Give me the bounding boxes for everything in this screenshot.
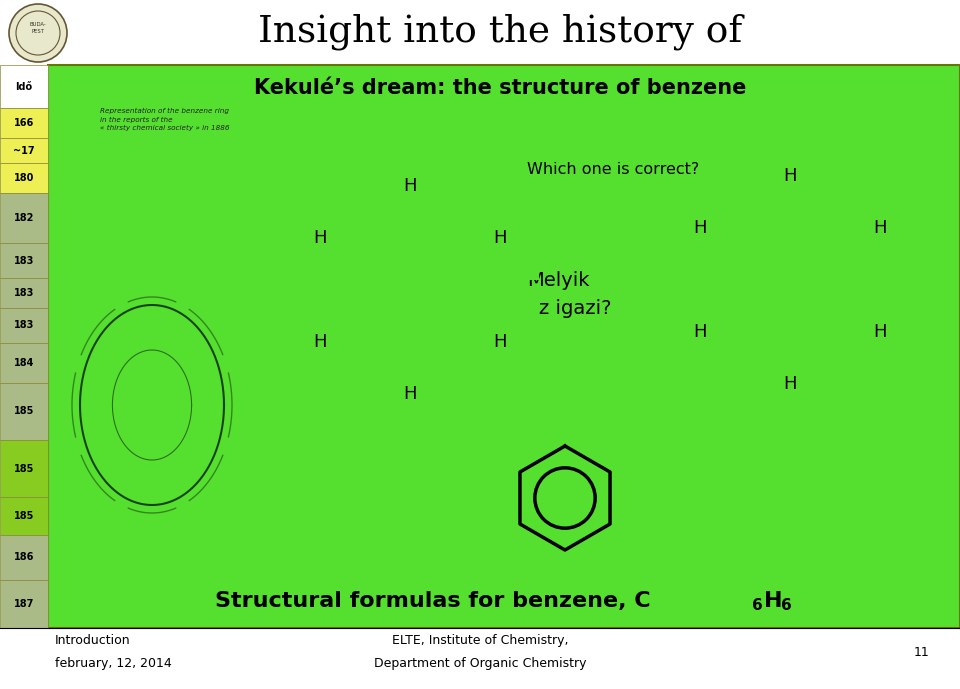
Text: C: C — [783, 199, 796, 217]
Text: H: H — [313, 229, 326, 247]
Text: C: C — [467, 245, 479, 263]
Text: Representation of the benzene ring
in the reports of the
« thirsty chemical soci: Representation of the benzene ring in th… — [100, 108, 229, 132]
Bar — [0, 308, 48, 343]
Text: 185: 185 — [13, 511, 35, 521]
Text: BUDA-
PEST: BUDA- PEST — [30, 23, 46, 34]
Bar — [0, 343, 48, 383]
Text: Structural formulas for benzene, C: Structural formulas for benzene, C — [215, 591, 651, 611]
Bar — [0, 138, 48, 163]
Text: Introduction
february, 12, 2014: Introduction february, 12, 2014 — [55, 634, 172, 670]
Text: H: H — [403, 177, 417, 195]
Text: 183: 183 — [13, 288, 35, 298]
Text: Which one is correct?: Which one is correct? — [527, 163, 699, 178]
Text: Insight into the history of: Insight into the history of — [258, 14, 742, 50]
Text: H: H — [403, 385, 417, 403]
Text: H: H — [493, 229, 507, 247]
Text: C: C — [467, 317, 479, 335]
Text: C: C — [783, 343, 796, 361]
Text: H: H — [874, 219, 887, 237]
Text: H: H — [493, 333, 507, 351]
Text: H: H — [693, 219, 707, 237]
Text: C: C — [846, 307, 858, 325]
Text: C: C — [404, 209, 417, 227]
Text: H: H — [783, 375, 797, 393]
Text: 183: 183 — [13, 320, 35, 331]
Text: H: H — [313, 333, 326, 351]
Text: C: C — [846, 235, 858, 253]
Text: 6: 6 — [752, 599, 763, 613]
Bar — [0, 278, 48, 308]
Text: H: H — [693, 323, 707, 341]
Text: Melyik
az igazi?: Melyik az igazi? — [527, 271, 612, 318]
Text: ELTE, Institute of Chemistry,
Department of Organic Chemistry: ELTE, Institute of Chemistry, Department… — [373, 634, 587, 670]
Bar — [48, 65, 960, 628]
Text: Idő: Idő — [15, 81, 33, 92]
Text: 11: 11 — [914, 646, 930, 659]
Bar — [0, 193, 48, 243]
Text: 166: 166 — [13, 118, 35, 128]
Text: ~17: ~17 — [13, 145, 35, 156]
Text: H: H — [764, 591, 782, 611]
Text: C: C — [721, 307, 733, 325]
Text: H: H — [783, 167, 797, 185]
Bar — [0, 580, 48, 628]
Text: 186: 186 — [13, 553, 35, 562]
Bar — [0, 535, 48, 580]
Text: 185: 185 — [13, 407, 35, 416]
Bar — [0, 65, 48, 108]
Text: C: C — [342, 317, 354, 335]
Bar — [0, 628, 960, 689]
Circle shape — [9, 4, 67, 62]
Text: 182: 182 — [13, 213, 35, 223]
Text: C: C — [721, 235, 733, 253]
Text: 183: 183 — [13, 256, 35, 265]
Bar — [0, 0, 960, 65]
Text: H: H — [874, 323, 887, 341]
Text: C: C — [342, 245, 354, 263]
Bar — [0, 440, 48, 497]
Bar — [0, 383, 48, 440]
Text: 180: 180 — [13, 173, 35, 183]
Text: 6: 6 — [781, 599, 792, 613]
Bar — [0, 108, 48, 138]
Text: Kekulé’s dream: the structure of benzene: Kekulé’s dream: the structure of benzene — [253, 78, 746, 98]
Bar — [0, 497, 48, 535]
Bar — [0, 163, 48, 193]
Text: C: C — [404, 353, 417, 371]
Text: 185: 185 — [13, 464, 35, 473]
Text: 187: 187 — [13, 599, 35, 609]
Bar — [0, 243, 48, 278]
Text: 184: 184 — [13, 358, 35, 368]
